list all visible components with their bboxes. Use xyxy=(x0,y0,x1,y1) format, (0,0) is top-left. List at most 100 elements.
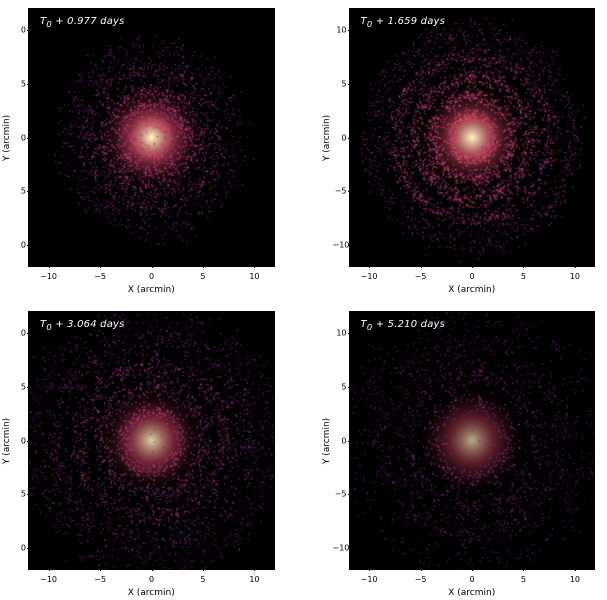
plot-area-bl: T0 + 3.064 days xyxy=(28,311,275,570)
plot-canvas-tl xyxy=(28,8,275,267)
ytick-mark xyxy=(348,494,352,495)
ylabel-tr: Y (arcmin) xyxy=(323,8,333,267)
ytick-label: 10 xyxy=(333,25,347,34)
plot-area-br: T0 + 5.210 days xyxy=(349,311,596,570)
ytick-label: 5 xyxy=(333,382,347,391)
ytick-mark xyxy=(348,245,352,246)
xtick-mark xyxy=(421,567,422,571)
ytick-label: 5 xyxy=(12,79,26,88)
ytick-mark xyxy=(348,387,352,388)
ytick-label: −5 xyxy=(333,490,347,499)
xtick-mark xyxy=(523,567,524,571)
ytick-label: 5 xyxy=(12,382,26,391)
xtick-label: −5 xyxy=(415,575,427,584)
xtick-mark xyxy=(575,264,576,268)
ytick-label: 0 xyxy=(12,25,26,34)
xtick-label: 10 xyxy=(570,272,580,281)
xtick-mark xyxy=(203,264,204,268)
ytick-mark xyxy=(348,441,352,442)
xtick-label: −5 xyxy=(94,575,106,584)
xtick-label: 0 xyxy=(149,575,154,584)
panel-br: T0 + 5.210 days Y (arcmin) X (arcmin) −1… xyxy=(321,305,602,600)
xtick-label: −10 xyxy=(361,575,378,584)
ytick-mark xyxy=(27,333,31,334)
ytick-label: 5 xyxy=(12,490,26,499)
xtick-mark xyxy=(369,264,370,268)
xtick-label: 10 xyxy=(249,575,259,584)
xtick-label: 0 xyxy=(469,575,474,584)
ytick-label: 5 xyxy=(333,79,347,88)
ytick-mark xyxy=(27,245,31,246)
xtick-label: −10 xyxy=(40,575,57,584)
ylabel-bl: Y (arcmin) xyxy=(2,311,12,570)
ytick-mark xyxy=(27,494,31,495)
panel-bl: T0 + 3.064 days Y (arcmin) X (arcmin) −1… xyxy=(0,305,281,600)
ytick-label: 0 xyxy=(12,544,26,553)
ytick-label: 10 xyxy=(333,328,347,337)
xtick-mark xyxy=(152,264,153,268)
xtick-label: 0 xyxy=(149,272,154,281)
xtick-mark xyxy=(100,567,101,571)
ytick-label: 5 xyxy=(12,187,26,196)
panel-tl: T0 + 0.977 days Y (arcmin) X (arcmin) −1… xyxy=(0,2,281,297)
xlabel-tl: X (arcmin) xyxy=(28,285,275,295)
ytick-mark xyxy=(27,387,31,388)
xtick-label: 0 xyxy=(469,272,474,281)
ylabel-tl: Y (arcmin) xyxy=(2,8,12,267)
xlabel-br: X (arcmin) xyxy=(349,588,596,598)
xtick-mark xyxy=(49,567,50,571)
ytick-label: 0 xyxy=(12,436,26,445)
ylabel-br: Y (arcmin) xyxy=(323,311,333,570)
xtick-label: −5 xyxy=(415,272,427,281)
plot-canvas-bl xyxy=(28,311,275,570)
panel-tr: T0 + 1.659 days Y (arcmin) X (arcmin) −1… xyxy=(321,2,602,297)
xtick-mark xyxy=(575,567,576,571)
ytick-mark xyxy=(348,30,352,31)
ytick-label: 0 xyxy=(333,133,347,142)
ytick-label: −10 xyxy=(333,544,347,553)
xtick-mark xyxy=(472,567,473,571)
xtick-label: 10 xyxy=(570,575,580,584)
xtick-mark xyxy=(472,264,473,268)
xlabel-bl: X (arcmin) xyxy=(28,588,275,598)
figure-grid: T0 + 0.977 days Y (arcmin) X (arcmin) −1… xyxy=(0,0,607,600)
xtick-label: 5 xyxy=(200,575,205,584)
ytick-label: 0 xyxy=(12,133,26,142)
xtick-label: 5 xyxy=(200,272,205,281)
ytick-label: −10 xyxy=(333,241,347,250)
xtick-mark xyxy=(49,264,50,268)
ytick-mark xyxy=(27,84,31,85)
xtick-mark xyxy=(523,264,524,268)
xtick-mark xyxy=(254,567,255,571)
xtick-label: −10 xyxy=(361,272,378,281)
ytick-mark xyxy=(27,191,31,192)
ytick-mark xyxy=(348,84,352,85)
xtick-mark xyxy=(421,264,422,268)
xtick-mark xyxy=(100,264,101,268)
ytick-label: 0 xyxy=(333,436,347,445)
ytick-label: −5 xyxy=(333,187,347,196)
ytick-mark xyxy=(27,30,31,31)
xtick-mark xyxy=(203,567,204,571)
plot-area-tl: T0 + 0.977 days xyxy=(28,8,275,267)
xtick-mark xyxy=(152,567,153,571)
ytick-mark xyxy=(348,138,352,139)
ytick-mark xyxy=(348,191,352,192)
plot-area-tr: T0 + 1.659 days xyxy=(349,8,596,267)
ytick-mark xyxy=(27,441,31,442)
ytick-mark xyxy=(27,548,31,549)
xtick-label: 10 xyxy=(249,272,259,281)
ytick-mark xyxy=(27,138,31,139)
ytick-label: 0 xyxy=(12,328,26,337)
plot-canvas-br xyxy=(349,311,596,570)
plot-canvas-tr xyxy=(349,8,596,267)
xtick-label: −10 xyxy=(40,272,57,281)
ytick-mark xyxy=(348,333,352,334)
xtick-mark xyxy=(369,567,370,571)
xtick-label: −5 xyxy=(94,272,106,281)
ytick-label: 0 xyxy=(12,241,26,250)
xtick-label: 5 xyxy=(521,272,526,281)
xtick-label: 5 xyxy=(521,575,526,584)
ytick-mark xyxy=(348,548,352,549)
xtick-mark xyxy=(254,264,255,268)
